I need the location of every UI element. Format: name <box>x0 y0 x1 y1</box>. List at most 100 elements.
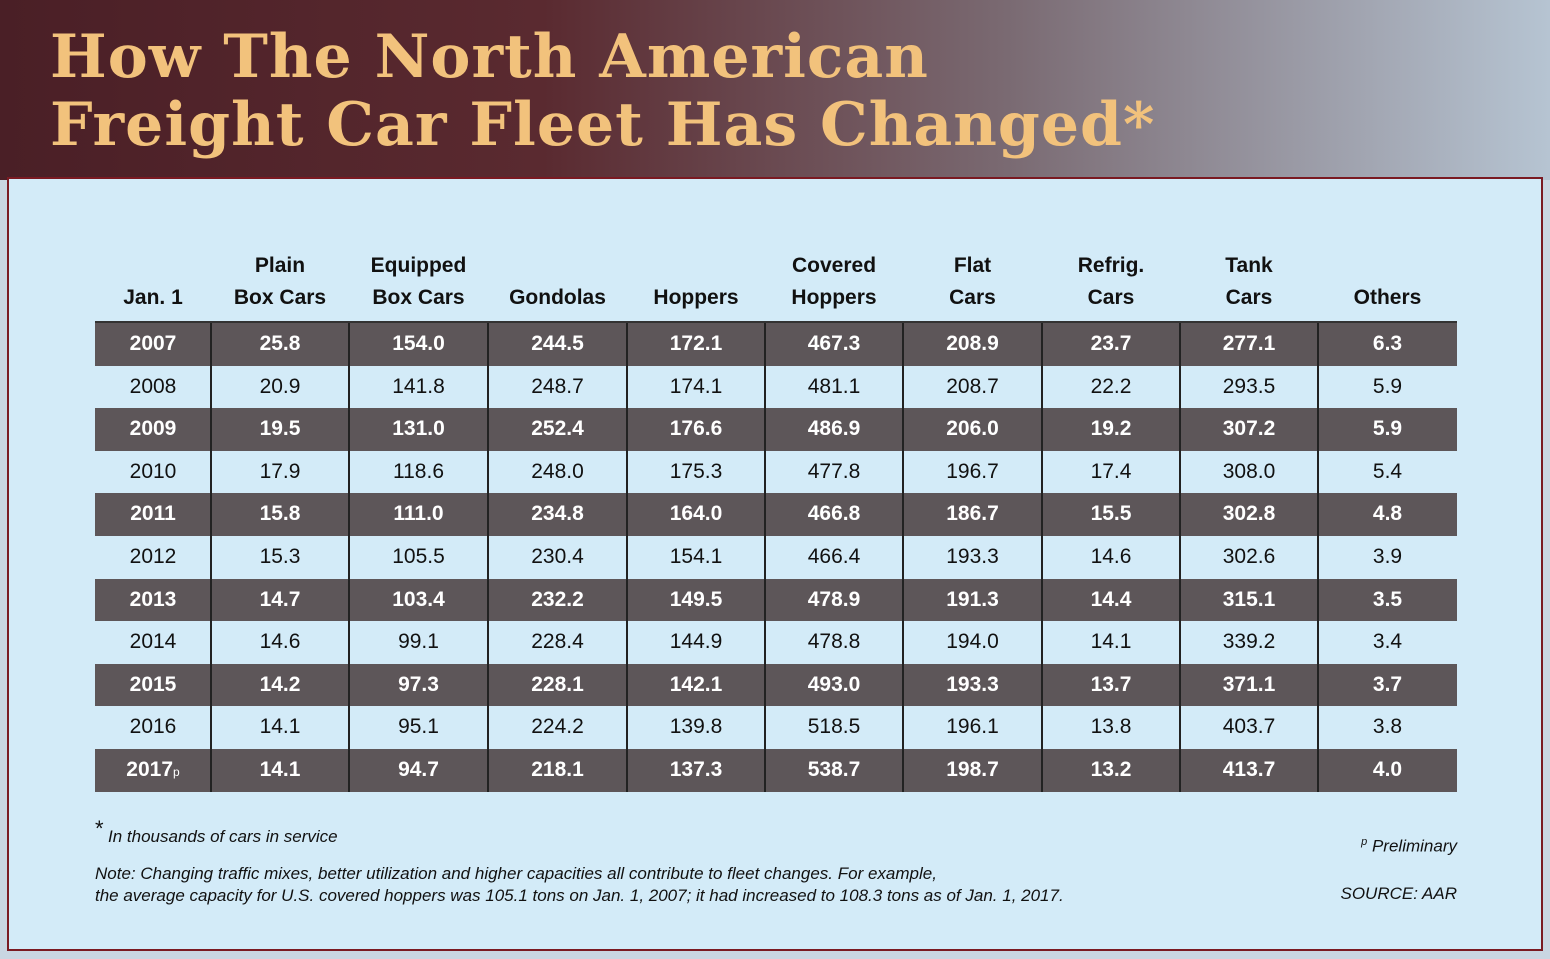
column-divider <box>902 323 904 792</box>
table-cell: 302.6 <box>1222 545 1276 568</box>
table-cell: 118.6 <box>393 459 444 483</box>
column-divider <box>1317 323 1319 792</box>
column-header: Cars <box>949 286 996 309</box>
note-line: the average capacity for U.S. covered ho… <box>95 886 1064 905</box>
table-cell: 99.1 <box>398 630 439 654</box>
table-cell: 4.0 <box>1372 758 1403 781</box>
table-cell: 371.1 <box>1222 672 1276 696</box>
table-cell: 208.9 <box>946 332 999 355</box>
table-cell: 2011 <box>130 502 176 526</box>
table-cell: 14.6 <box>1090 545 1132 568</box>
table-cell: 2008 <box>129 374 177 398</box>
table-cell: 308.0 <box>1222 459 1276 483</box>
table-cell: 131.0 <box>392 417 445 441</box>
column-header: Tank <box>1225 254 1273 277</box>
table-cell: 518.5 <box>807 715 861 739</box>
table-cell: 3.9 <box>1372 545 1403 568</box>
table-cell: 111.0 <box>393 502 444 526</box>
column-header: Hoppers <box>653 286 739 309</box>
table-cell: 228.4 <box>531 630 584 654</box>
table-cell: 3.5 <box>1372 587 1403 611</box>
table-cell: 20.9 <box>259 374 301 398</box>
title-line: How The North American <box>50 22 929 92</box>
table-cell: 2007 <box>129 332 177 355</box>
table-cell: 538.7 <box>807 758 861 781</box>
column-header: Cars <box>1225 286 1273 309</box>
table-cell: 14.1 <box>1090 630 1132 654</box>
table-row: 2007 25.8 154.0 244.5 172.1 467.3 208.9 23.7 277… <box>95 323 1457 366</box>
table-cell: 105.5 <box>392 545 445 568</box>
table-cell: 232.2 <box>531 587 584 611</box>
table-cell: 14.1 <box>259 758 301 781</box>
table-cell: 14.7 <box>259 587 301 611</box>
table-cell: 228.1 <box>531 672 584 696</box>
column-header: Others <box>1353 286 1422 309</box>
table-cell: 186.7 <box>946 502 999 526</box>
table-row: 2017p 14.1 94.7 218.1 137.3 538.7 198.7 13.2 413… <box>95 749 1457 792</box>
source: SOURCE: AAR <box>1340 884 1457 903</box>
column-header: Hoppers <box>791 286 877 309</box>
column-divider <box>210 323 212 792</box>
table-cell: 103.4 <box>392 587 445 611</box>
table-cell: 164.0 <box>669 502 723 526</box>
table-cell: 149.5 <box>669 587 723 611</box>
column-header: Cars <box>1087 286 1135 309</box>
column-header: Gondolas <box>509 286 606 309</box>
table-row: 2013 14.7 103.4 232.2 149.5 478.9 191.3 14.4 315… <box>95 578 1457 622</box>
table-cell: 478.9 <box>807 587 861 611</box>
table-cell: 19.5 <box>259 417 301 441</box>
table-cell: 174.1 <box>669 374 723 398</box>
table-cell: 154.0 <box>392 332 445 355</box>
table-cell: 486.9 <box>807 417 861 441</box>
table-cell: 2016 <box>129 715 177 739</box>
table-row: 2009 19.5 131.0 252.4 176.6 486.9 206.0 19.2 307… <box>95 408 1457 451</box>
column-divider <box>1041 323 1043 792</box>
column-header: Plain <box>254 254 306 277</box>
table-cell: 137.3 <box>669 758 723 781</box>
table-cell: 224.2 <box>531 715 584 739</box>
asterisk: * <box>95 816 104 841</box>
table-cell: 172.1 <box>669 332 723 355</box>
table-cell: 154.1 <box>669 545 723 568</box>
table-cell: 23.7 <box>1090 332 1132 355</box>
column-header: Jan. 1 <box>123 286 183 309</box>
table-cell: 277.1 <box>1222 332 1276 355</box>
table-cell: 141.8 <box>392 374 445 398</box>
title-line: Freight Car Fleet Has Changed* <box>50 90 1156 160</box>
preliminary-mark: p <box>1361 836 1368 848</box>
table-cell: 14.2 <box>259 672 301 696</box>
column-header: Flat <box>953 254 992 277</box>
column-header: Box Cars <box>372 286 465 309</box>
table-cell: 17.9 <box>259 459 301 483</box>
table-cell: 413.7 <box>1222 758 1276 781</box>
column-header: Covered <box>791 254 877 277</box>
table-cell: 481.1 <box>807 374 861 398</box>
table-cell: 13.8 <box>1090 715 1132 739</box>
table-cell: 302.8 <box>1222 502 1276 526</box>
table-cell: 5.9 <box>1372 417 1403 441</box>
table-cell: 13.2 <box>1090 758 1132 781</box>
note-line: Note: Changing traffic mixes, better uti… <box>95 864 937 883</box>
table-cell: 252.4 <box>531 417 584 441</box>
table-cell: 176.6 <box>669 417 723 441</box>
table-cell: 466.4 <box>807 545 861 568</box>
table-cell: 94.7 <box>398 758 439 781</box>
table-cell: 194.0 <box>946 630 999 654</box>
column-header: Refrig. <box>1077 254 1145 277</box>
column-header: Equipped <box>370 254 467 277</box>
column-divider <box>1179 323 1181 792</box>
table-panel <box>7 177 1543 951</box>
table-cell: 13.7 <box>1090 672 1132 696</box>
table-cell: 315.1 <box>1222 587 1276 611</box>
table-cell: 95.1 <box>398 715 439 739</box>
table-cell: 19.2 <box>1090 417 1132 441</box>
table-cell: 196.1 <box>946 715 999 739</box>
table-cell: 248.0 <box>531 459 584 483</box>
column-divider <box>764 323 766 792</box>
table-cell: 234.8 <box>531 502 584 526</box>
table-cell: 97.3 <box>398 672 439 696</box>
table-cell: 478.8 <box>807 630 861 654</box>
preliminary-note: p Preliminary <box>1361 836 1457 857</box>
table-cell: 293.5 <box>1222 374 1276 398</box>
